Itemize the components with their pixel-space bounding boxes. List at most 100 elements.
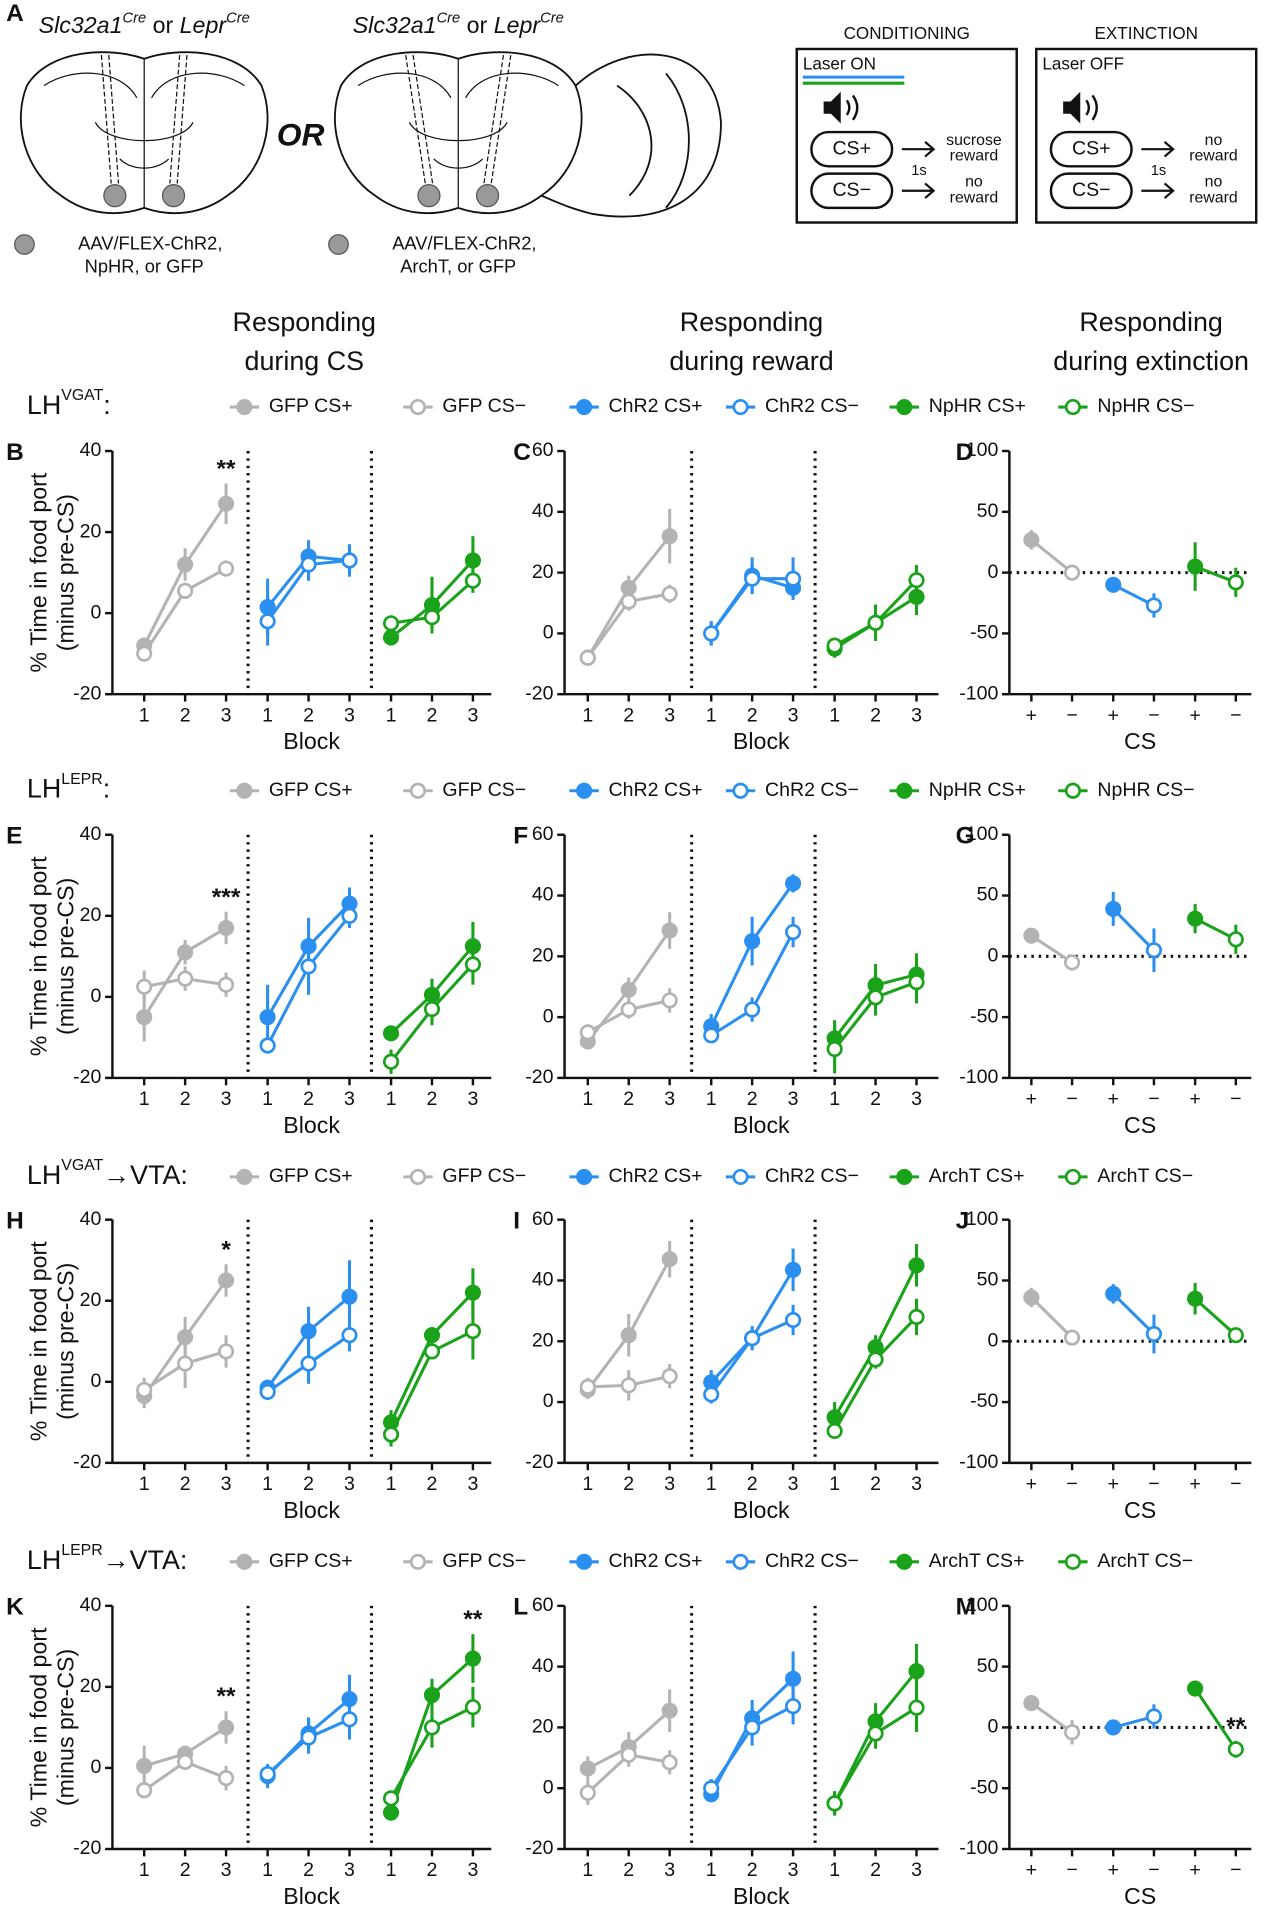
column-title: during extinction bbox=[1053, 346, 1249, 376]
data-point bbox=[218, 1770, 235, 1787]
x-tick-label: − bbox=[1148, 1859, 1159, 1881]
data-point bbox=[382, 1790, 400, 1807]
data-point bbox=[218, 560, 235, 577]
genotype-sup: Cre bbox=[540, 10, 564, 26]
cs-pill bbox=[1049, 172, 1133, 210]
sound-waves bbox=[1085, 94, 1098, 121]
y-tick-label: 60 bbox=[532, 823, 554, 845]
x-tick-label: + bbox=[1108, 1859, 1119, 1881]
x-tick-label: 2 bbox=[623, 1859, 634, 1881]
legend-marker bbox=[236, 1553, 253, 1570]
legend-label: GFP CS+ bbox=[269, 1165, 353, 1187]
row-label-main: LH bbox=[27, 1160, 61, 1190]
data-point bbox=[785, 1261, 802, 1278]
data-point bbox=[464, 1650, 481, 1667]
data-point bbox=[1064, 564, 1081, 581]
y-tick-label: 50 bbox=[977, 1269, 999, 1291]
y-tick-label: 0 bbox=[988, 561, 999, 583]
y-tick-label: 0 bbox=[91, 985, 102, 1007]
legend-label: NpHR CS− bbox=[1097, 395, 1194, 417]
panel-letter: E bbox=[6, 823, 22, 850]
data-point bbox=[908, 974, 925, 991]
row-label: LHVGAT: bbox=[27, 387, 111, 420]
panel-letter: G bbox=[956, 823, 975, 850]
y-tick-label: -100 bbox=[959, 1837, 998, 1859]
legend-label: GFP CS− bbox=[442, 1550, 526, 1572]
column-title: during reward bbox=[669, 346, 833, 376]
legend-marker bbox=[1064, 782, 1081, 799]
data-point bbox=[1064, 1724, 1081, 1741]
x-tick-label: − bbox=[1148, 1473, 1159, 1495]
x-tick-label: 1 bbox=[582, 1473, 593, 1495]
x-tick-label: + bbox=[1189, 704, 1200, 726]
data-point bbox=[744, 570, 761, 587]
injection-site bbox=[417, 184, 441, 208]
data-point bbox=[177, 1355, 194, 1372]
data-point bbox=[703, 1027, 720, 1044]
outcome-label: no bbox=[1205, 132, 1223, 149]
data-point bbox=[785, 1311, 802, 1329]
row-label-main: LH bbox=[27, 390, 61, 420]
genotype-sup: Cre bbox=[123, 10, 147, 26]
legend-marker bbox=[409, 1168, 426, 1185]
x-tick-label: 3 bbox=[467, 1473, 478, 1495]
laser-label: Laser OFF bbox=[1042, 54, 1124, 73]
data-point bbox=[579, 1760, 596, 1777]
column-title: Responding bbox=[680, 307, 823, 337]
optic-fiber bbox=[100, 55, 112, 184]
panel-letter: B bbox=[6, 439, 24, 466]
y-axis-label: % Time in food port bbox=[25, 1627, 51, 1827]
row-label-tail: : bbox=[103, 390, 110, 420]
genotype: Slc32a1 bbox=[39, 12, 123, 38]
data-point bbox=[1023, 1289, 1040, 1306]
injection-site bbox=[161, 184, 186, 208]
x-tick-label: 2 bbox=[303, 1088, 314, 1110]
x-tick-label: 1 bbox=[829, 704, 840, 726]
y-tick-label: 40 bbox=[532, 1655, 554, 1677]
data-point bbox=[620, 593, 637, 610]
x-tick-label: 3 bbox=[344, 1088, 355, 1110]
row-label-sup: LEPR bbox=[61, 1542, 102, 1559]
injection-site bbox=[103, 184, 127, 208]
x-tick-label: 1 bbox=[706, 704, 717, 726]
x-tick-label: 2 bbox=[303, 1859, 314, 1881]
arrow bbox=[1141, 182, 1175, 199]
data-point bbox=[703, 1386, 720, 1403]
data-point bbox=[177, 556, 194, 573]
brain-detail bbox=[357, 58, 559, 208]
x-tick-label: 3 bbox=[344, 704, 355, 726]
legend-label: GFP CS+ bbox=[269, 395, 353, 417]
row-label-main: LH bbox=[27, 774, 61, 804]
cerebellum-outline bbox=[540, 53, 722, 218]
panel-letter: K bbox=[6, 1594, 24, 1621]
legend-label: GFP CS+ bbox=[269, 1550, 353, 1572]
significance-label: ** bbox=[1226, 1713, 1246, 1740]
y-tick-label: -20 bbox=[525, 1066, 553, 1088]
x-axis-label: Block bbox=[733, 728, 790, 754]
x-tick-label: 2 bbox=[180, 704, 191, 726]
data-point bbox=[620, 981, 637, 998]
row-label-tail: →VTA: bbox=[103, 1545, 188, 1575]
x-tick-label: 3 bbox=[221, 1088, 232, 1110]
data-point bbox=[1227, 1327, 1244, 1344]
x-tick-label: − bbox=[1148, 1088, 1159, 1110]
data-point bbox=[177, 1753, 194, 1770]
y-tick-label: -100 bbox=[959, 1066, 998, 1088]
data-point bbox=[785, 1698, 802, 1715]
y-tick-label: 40 bbox=[80, 439, 102, 461]
x-tick-label: 3 bbox=[664, 1859, 675, 1881]
row-label: LHLEPR: bbox=[27, 771, 110, 804]
x-tick-label: − bbox=[1066, 704, 1077, 726]
x-tick-label: 1 bbox=[706, 1473, 717, 1495]
legend-marker bbox=[576, 1168, 593, 1185]
x-tick-label: + bbox=[1108, 1473, 1119, 1495]
x-tick-label: 2 bbox=[747, 1088, 758, 1110]
cs-label: CS+ bbox=[1072, 137, 1111, 159]
panel-letter: J bbox=[956, 1208, 970, 1235]
data-point bbox=[259, 1765, 276, 1783]
x-tick-label: 3 bbox=[788, 1859, 799, 1881]
cs-label: CS+ bbox=[832, 137, 871, 159]
data-point bbox=[1227, 574, 1244, 591]
speaker-icon bbox=[823, 91, 841, 124]
x-tick-label: + bbox=[1189, 1473, 1200, 1495]
